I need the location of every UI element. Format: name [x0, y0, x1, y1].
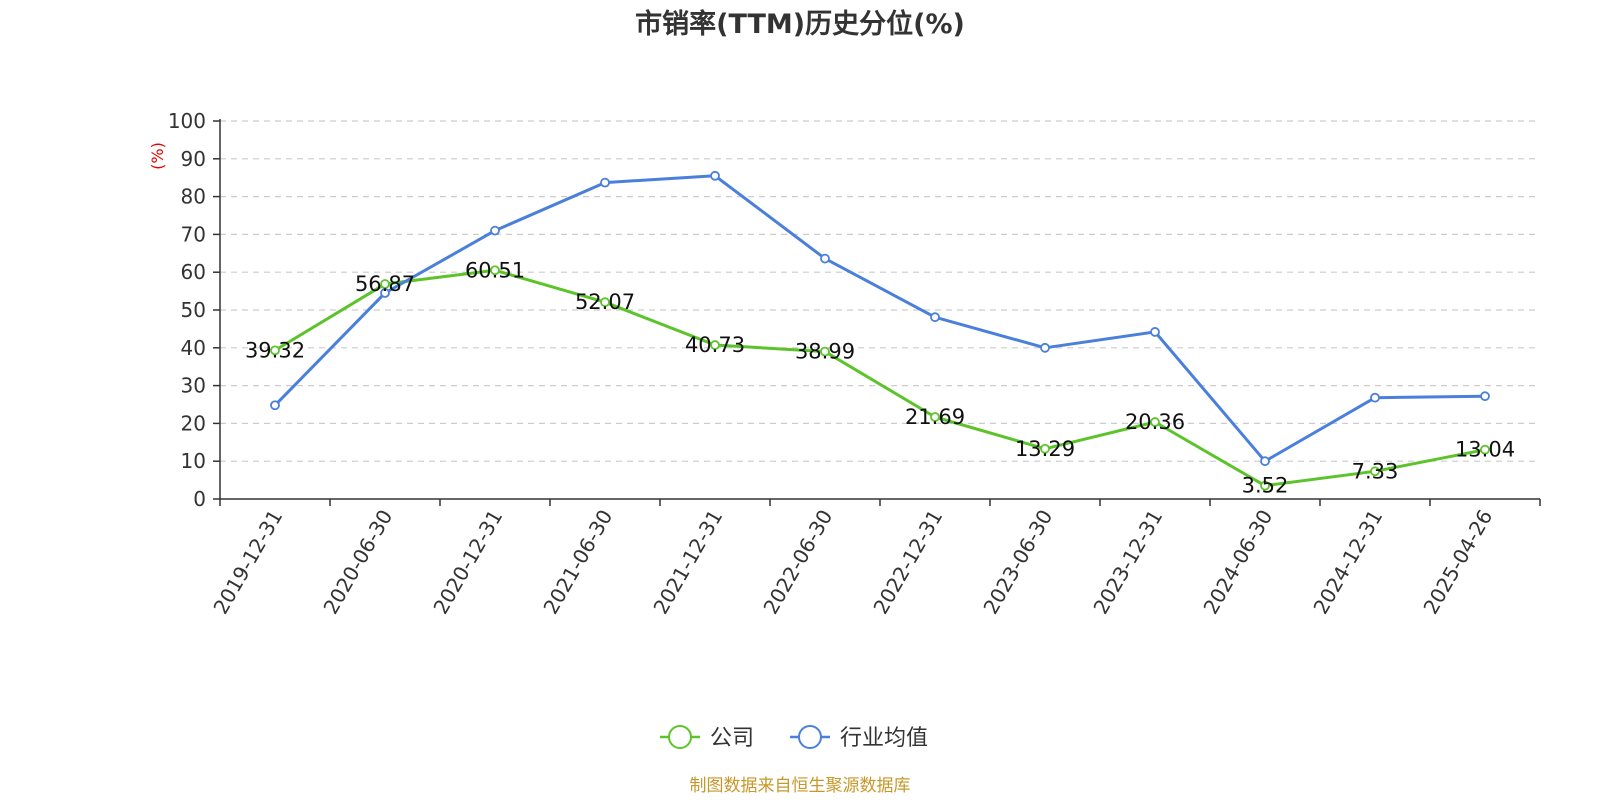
x-tick-labels: 2019-12-31 2020-06-30 2020-12-31 2021-06-30…: [208, 506, 1497, 619]
y-tick-label: 80: [181, 185, 206, 209]
data-label: 38.99: [795, 340, 855, 364]
data-point: [490, 265, 500, 276]
y-tick-label: 60: [181, 260, 206, 284]
data-label: 13.04: [1455, 438, 1515, 462]
data-point: [820, 253, 830, 264]
data-label: 20.36: [1125, 410, 1185, 434]
y-tick-label: 40: [181, 336, 206, 360]
x-tick-label: 2025-04-26: [1418, 506, 1497, 619]
series-line: [274, 268, 1486, 488]
data-label: 56.87: [355, 272, 415, 296]
data-label: 60.51: [465, 258, 525, 282]
source-note: 制图数据来自恒生聚源数据库: [690, 776, 911, 796]
data-point: [710, 170, 720, 181]
data-point: [380, 279, 390, 289]
data-point: [1150, 417, 1160, 427]
data-label: 13.29: [1015, 437, 1075, 461]
x-tick-label: 2023-06-30: [978, 506, 1057, 619]
data-label: 3.52: [1242, 474, 1289, 498]
x-tick-label: 2024-06-30: [1198, 506, 1277, 619]
data-labels: 39.32 56.87 60.51 52.07 40.73 38.99 21.69 13.29…: [245, 258, 1515, 497]
series-line: [273, 174, 1486, 463]
data-point: [710, 340, 720, 350]
data-point: [600, 297, 610, 308]
y-tick-label: 20: [181, 411, 206, 435]
x-tick-label: 2022-12-31: [868, 506, 947, 619]
x-tick-label: 2023-12-31: [1088, 506, 1167, 619]
y-tick-label: 30: [181, 374, 206, 398]
x-tick-label: 2022-06-30: [758, 506, 837, 619]
data-point: [930, 412, 940, 422]
x-tick-label: 2021-12-31: [648, 506, 727, 619]
data-point: [380, 288, 390, 298]
data-point: [1260, 456, 1270, 467]
legend-label: 公司: [710, 726, 754, 751]
legend: 公司 行业均值: [660, 725, 928, 751]
legend-marker-icon: [668, 725, 692, 749]
grid: [220, 120, 1540, 462]
data-point: [820, 346, 830, 357]
data-label: 21.69: [905, 405, 965, 429]
y-tick-label: 0: [193, 487, 206, 511]
data-point: [1370, 392, 1380, 403]
data-point: [930, 312, 940, 323]
data-point: [1480, 444, 1490, 455]
data-point: [1260, 480, 1270, 491]
y-tick-label: 90: [181, 147, 206, 171]
data-point: [490, 225, 500, 236]
series-points: [270, 170, 1490, 491]
x-tick-label: 2020-06-30: [318, 506, 397, 619]
legend-marker-icon: [798, 725, 822, 749]
y-tick-label: 70: [181, 222, 206, 246]
data-label: 52.07: [575, 290, 635, 314]
data-point: [1480, 391, 1490, 402]
axes: [213, 119, 1541, 506]
x-tick-label: 2021-06-30: [538, 506, 617, 619]
x-tick-label: 2024-12-31: [1308, 506, 1387, 619]
data-label: 7.33: [1352, 459, 1399, 483]
data-point: [270, 400, 280, 411]
y-tick-labels: 0 10 20 30 40 50 60 70 80 90 100: [168, 109, 206, 511]
y-axis-label: (%): [148, 142, 167, 170]
data-point: [600, 177, 610, 188]
y-tick-label: 10: [181, 449, 206, 473]
chart-title: 市销率(TTM)历史分位(%): [635, 8, 965, 40]
data-point: [1040, 342, 1050, 353]
data-point: [1370, 466, 1380, 477]
y-tick-label: 50: [181, 298, 206, 322]
x-tick-label: 2019-12-31: [208, 506, 287, 619]
data-point: [1040, 443, 1050, 454]
data-point: [1150, 327, 1160, 337]
legend-label: 行业均值: [840, 726, 928, 751]
x-tick-label: 2020-12-31: [428, 506, 507, 619]
data-label: 39.32: [245, 338, 305, 362]
data-label: 40.73: [685, 333, 745, 357]
data-point: [270, 345, 280, 356]
series-lines: [273, 174, 1486, 488]
y-tick-label: 100: [168, 109, 206, 133]
